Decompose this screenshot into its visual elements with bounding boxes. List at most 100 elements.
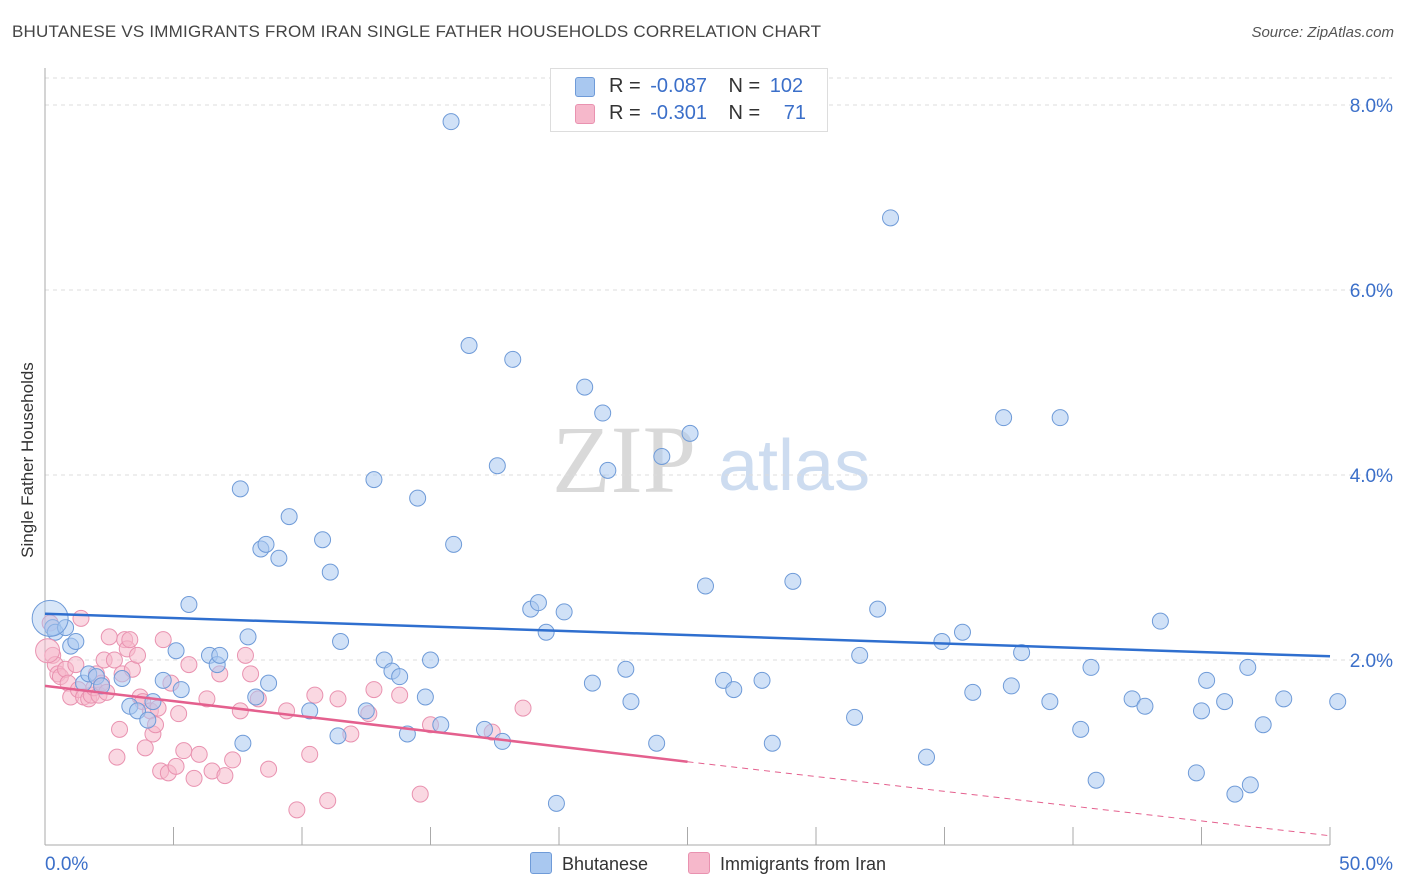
n-value: 71 xyxy=(783,102,807,124)
data-point-iran xyxy=(216,767,234,785)
legend-label: Immigrants from Iran xyxy=(720,854,887,874)
data-point-bhutanese xyxy=(172,681,190,699)
blue-swatch xyxy=(575,77,595,97)
data-point-bhutanese xyxy=(1123,690,1141,708)
r-value: -0.087 xyxy=(650,75,707,97)
data-point-iran xyxy=(67,656,85,674)
data-point-bhutanese xyxy=(1051,409,1069,427)
data-point-bhutanese xyxy=(1013,644,1031,662)
data-point-bhutanese xyxy=(599,461,617,479)
data-point-bhutanese xyxy=(1187,764,1205,782)
data-point-bhutanese xyxy=(529,594,547,612)
data-point-bhutanese xyxy=(180,596,198,613)
data-point-bhutanese xyxy=(576,378,594,396)
data-point-bhutanese xyxy=(1151,612,1169,630)
data-point-iran xyxy=(514,699,532,717)
data-point-iran xyxy=(236,646,254,664)
data-point-iran xyxy=(278,702,296,720)
chart-title: BHUTANESE VS IMMIGRANTS FROM IRAN SINGLE… xyxy=(12,22,822,41)
data-point-bhutanese xyxy=(622,693,640,711)
n-label: N = xyxy=(728,102,761,124)
stats-legend: R = -0.087 N = 102 R = -0.301 N = 71 xyxy=(550,68,828,132)
data-point-iran xyxy=(170,705,188,723)
data-point-iran xyxy=(224,751,242,769)
data-point-iran xyxy=(319,792,337,810)
data-point-bhutanese xyxy=(280,508,298,526)
data-point-iran xyxy=(391,686,409,704)
data-point-bhutanese xyxy=(869,600,887,618)
y-tick-label: 6.0% xyxy=(1350,281,1393,302)
data-point-bhutanese xyxy=(653,448,671,465)
y-tick-label: 4.0% xyxy=(1350,466,1393,487)
data-point-bhutanese xyxy=(918,748,936,766)
r-value: -0.301 xyxy=(650,102,707,124)
data-point-bhutanese xyxy=(357,702,375,720)
data-point-iran xyxy=(108,748,126,766)
data-point-bhutanese xyxy=(1072,720,1090,738)
data-point-iran xyxy=(301,745,319,763)
data-point-bhutanese xyxy=(1241,776,1259,794)
data-point-bhutanese xyxy=(239,628,257,646)
data-point-bhutanese xyxy=(301,702,319,720)
data-point-bhutanese xyxy=(594,404,612,422)
data-point-bhutanese xyxy=(257,535,275,553)
data-point-bhutanese xyxy=(547,794,565,812)
data-point-bhutanese xyxy=(167,642,185,660)
data-point-iran xyxy=(288,801,306,819)
data-point-bhutanese xyxy=(1216,693,1234,711)
data-point-iran xyxy=(260,760,278,778)
data-point-bhutanese xyxy=(1041,693,1059,711)
data-point-iran xyxy=(129,646,147,664)
data-point-bhutanese xyxy=(846,708,864,726)
data-point-bhutanese xyxy=(432,716,450,734)
data-point-iran xyxy=(154,631,172,649)
data-point-iran xyxy=(198,690,216,708)
data-point-bhutanese xyxy=(409,489,427,507)
data-point-iran xyxy=(329,690,347,708)
legend-swatch-pink xyxy=(688,852,710,874)
pink-swatch xyxy=(575,104,595,124)
data-point-bhutanese xyxy=(995,409,1013,427)
data-point-iran xyxy=(136,739,154,757)
legend-swatch-blue xyxy=(530,852,552,874)
data-point-bhutanese xyxy=(113,670,131,687)
n-value: 102 xyxy=(769,75,804,97)
data-point-bhutanese xyxy=(139,711,157,729)
data-point-bhutanese xyxy=(488,457,506,475)
data-point-bhutanese xyxy=(882,209,900,227)
data-point-bhutanese xyxy=(696,577,714,595)
legend-item-bhutanese: Bhutanese xyxy=(530,852,648,875)
data-point-bhutanese xyxy=(460,337,478,354)
data-point-bhutanese xyxy=(416,688,434,706)
x-tick-label: 0.0% xyxy=(45,854,88,875)
data-point-bhutanese xyxy=(154,671,172,689)
data-point-bhutanese xyxy=(1198,671,1216,689)
data-point-bhutanese xyxy=(753,671,771,689)
data-point-bhutanese xyxy=(234,734,252,752)
data-point-bhutanese xyxy=(67,633,85,650)
data-point-bhutanese xyxy=(391,668,409,686)
data-point-bhutanese xyxy=(31,599,69,637)
data-point-bhutanese xyxy=(555,603,573,621)
data-point-bhutanese xyxy=(1082,658,1100,676)
y-tick-label: 8.0% xyxy=(1350,96,1393,117)
data-point-bhutanese xyxy=(442,113,460,131)
data-point-bhutanese xyxy=(1002,677,1020,695)
data-point-iran xyxy=(306,686,324,704)
watermark-zip: ZIP xyxy=(552,406,696,513)
data-point-bhutanese xyxy=(1136,697,1154,715)
data-point-iran xyxy=(105,651,123,669)
trendline-bhutanese xyxy=(44,612,1331,658)
data-point-iran xyxy=(242,665,260,683)
data-point-bhutanese xyxy=(314,531,332,549)
data-point-bhutanese xyxy=(504,350,522,368)
data-point-bhutanese xyxy=(583,674,601,692)
data-point-bhutanese xyxy=(445,535,463,553)
data-point-bhutanese xyxy=(1239,658,1257,676)
trendline-iran-extension xyxy=(687,761,1331,837)
data-point-bhutanese xyxy=(144,693,162,711)
data-point-bhutanese xyxy=(270,549,288,567)
legend-label: Bhutanese xyxy=(562,854,649,874)
data-point-bhutanese xyxy=(1275,690,1293,708)
